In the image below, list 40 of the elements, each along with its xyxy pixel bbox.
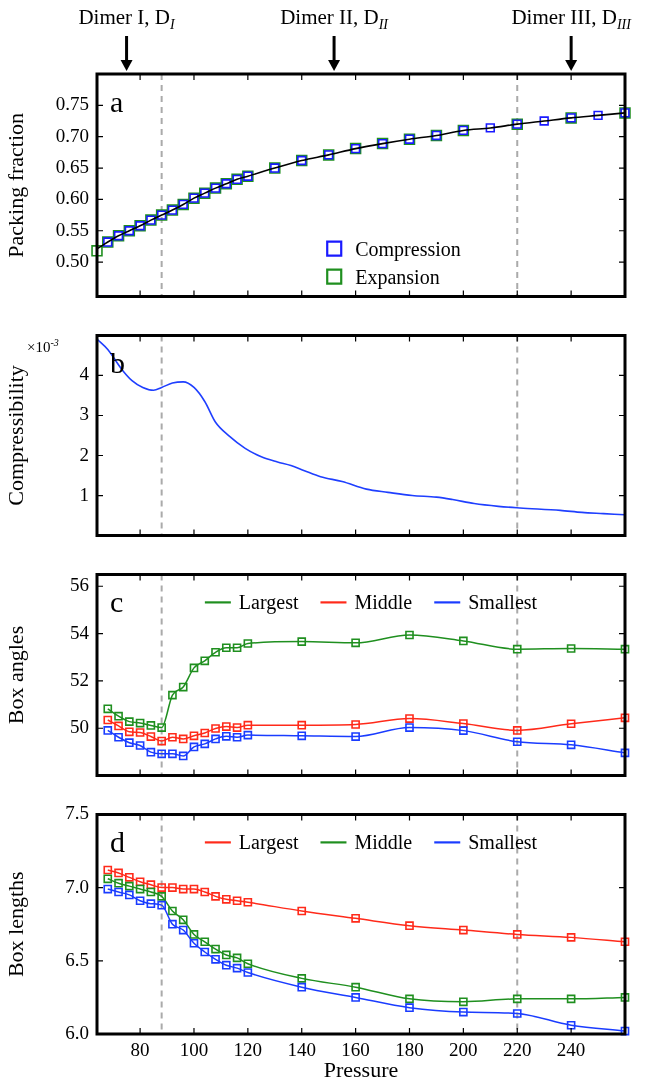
legend-label: Smallest [468, 591, 538, 614]
y-tick-label: 0.55 [55, 218, 89, 240]
y-tick-label: 6.0 [65, 1021, 89, 1043]
y-tick-label: 0.70 [55, 124, 89, 146]
y-tick-label: 7.0 [65, 875, 89, 897]
y-tick-label: 50 [70, 716, 89, 738]
y-tick-label: 2 [79, 443, 89, 465]
legend-label: Smallest [468, 831, 538, 854]
y-axis-title: Compressibility [2, 365, 28, 506]
x-tick-label: 100 [179, 1039, 209, 1061]
y-axis-title: Box angles [2, 625, 28, 725]
y-tick-label: 54 [70, 621, 90, 643]
y-tick-label: 56 [70, 574, 89, 596]
x-tick-label: 240 [556, 1039, 586, 1061]
y-tick-label: 0.60 [55, 187, 89, 209]
y-tick-label: 0.50 [55, 250, 89, 272]
y-tick-label: 4 [79, 363, 90, 385]
y-tick-label: 6.5 [65, 948, 89, 970]
y-tick-label: 52 [70, 668, 89, 690]
annotation: d [110, 825, 125, 859]
legend-label: Expansion [355, 265, 440, 289]
annotation: c [110, 585, 124, 619]
y-axis-title: Packing fraction [2, 112, 28, 258]
legend-label: Largest [238, 831, 299, 855]
legend-label: Middle [354, 591, 413, 614]
x-tick-label: 140 [287, 1039, 316, 1061]
y-tick-label: 3 [79, 403, 89, 425]
x-tick-label: 120 [233, 1039, 263, 1061]
x-tick-label: 200 [449, 1039, 478, 1061]
y-tick-label: 1 [79, 483, 89, 505]
y-tick-label: 0.75 [55, 93, 89, 115]
y-axis-title: Box lengths [2, 871, 28, 978]
legend-label: Compression [355, 237, 461, 261]
legend-label: Largest [238, 591, 299, 615]
annotation: a [110, 85, 124, 118]
x-tick-label: 80 [130, 1039, 150, 1061]
legend-label: Middle [354, 831, 413, 854]
y-tick-label: 0.65 [55, 156, 89, 178]
x-tick-label: 220 [502, 1039, 532, 1061]
y-tick-label: 7.5 [65, 802, 89, 824]
